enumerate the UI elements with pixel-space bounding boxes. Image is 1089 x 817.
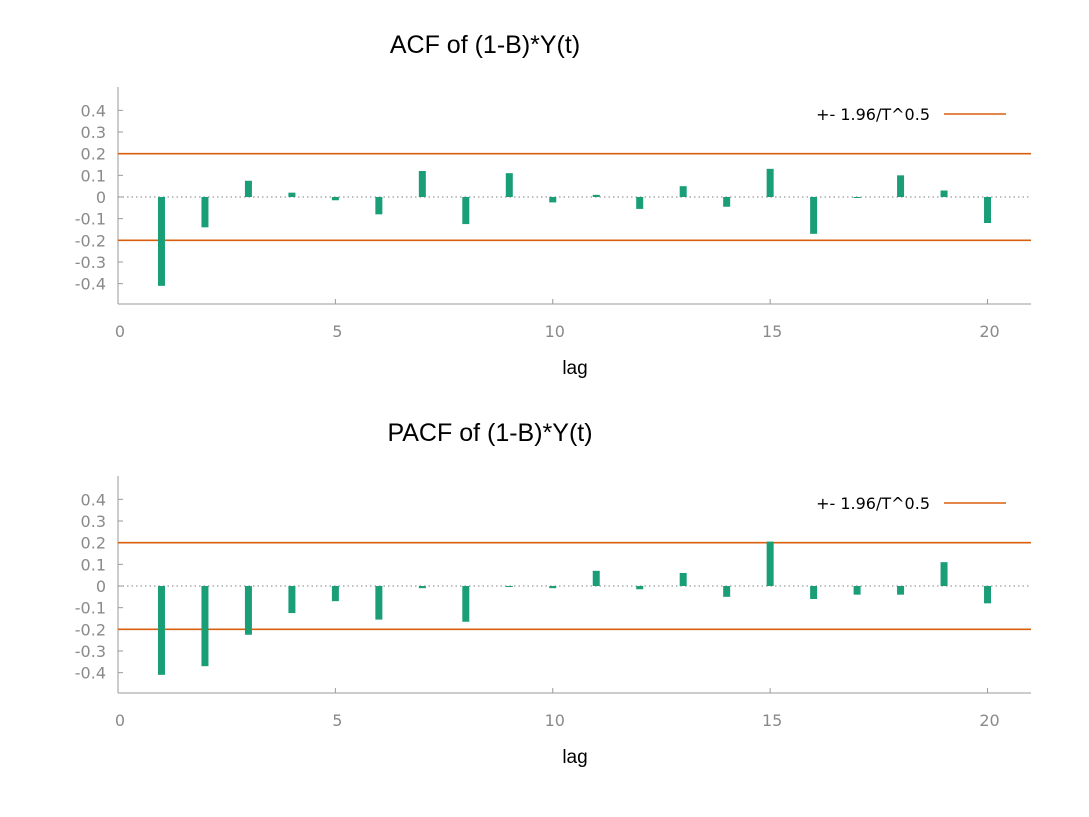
bar-lag-6	[375, 586, 383, 620]
bar-lag-18	[897, 175, 905, 197]
legend-label: +- 1.96/T^0.5	[816, 494, 930, 513]
y-tick-label: 0	[96, 577, 106, 596]
x-axis-label: lag	[562, 747, 587, 768]
y-tick-label: -0.2	[75, 231, 106, 250]
y-tick-label: -0.1	[75, 210, 106, 229]
bar-lag-4	[288, 586, 296, 614]
x-tick-label: 0	[115, 322, 125, 341]
y-tick-label: -0.1	[75, 599, 106, 618]
bar-lag-1	[157, 586, 165, 675]
bar-lag-5	[331, 197, 339, 201]
x-tick-label: 10	[545, 322, 565, 341]
y-tick-label: -0.2	[75, 620, 106, 639]
bar-lag-3	[244, 586, 252, 635]
y-tick-label: 0.4	[81, 490, 106, 509]
x-axis-label: lag	[562, 358, 587, 379]
bar-lag-4	[288, 192, 296, 197]
y-tick-label: -0.3	[75, 642, 106, 661]
bar-lag-20	[984, 586, 992, 604]
bar-lag-14	[723, 197, 731, 207]
y-tick-label: 0.2	[81, 145, 106, 164]
bar-lag-9	[505, 586, 513, 587]
bar-lag-16	[810, 197, 818, 234]
x-tick-label: 20	[979, 322, 999, 341]
bar-lag-3	[244, 180, 252, 197]
bar-lag-14	[723, 586, 731, 597]
bar-lag-15	[766, 541, 774, 586]
bar-lag-17	[853, 586, 861, 595]
bar-lag-12	[636, 197, 644, 209]
legend-label: +- 1.96/T^0.5	[816, 105, 930, 124]
chart-pacf: PACF of (1-B)*Y(t) 0.4 0.3 0.2 0.1 0 -0.1 -0.2 -…	[75, 419, 1031, 768]
y-tick-label: 0.1	[81, 166, 106, 185]
y-tick-label: 0.4	[81, 101, 106, 120]
bar-lag-9	[505, 173, 513, 197]
y-tick-label: 0.1	[81, 555, 106, 574]
bar-lag-15	[766, 168, 774, 197]
x-tick-label: 5	[332, 711, 342, 730]
bar-lag-5	[331, 586, 339, 602]
bar-lag-19	[940, 562, 948, 586]
bar-lag-6	[375, 197, 383, 215]
x-tick-label: 15	[762, 322, 782, 341]
bar-lag-10	[549, 586, 557, 589]
bar-lag-17	[853, 197, 861, 198]
bar-lag-7	[418, 170, 426, 197]
bar-lag-19	[940, 190, 948, 197]
x-tick-label: 20	[979, 711, 999, 730]
bar-lag-18	[897, 586, 905, 595]
chart-title: ACF of (1-B)*Y(t)	[390, 31, 580, 59]
bar-lag-13	[679, 572, 687, 586]
y-tick-label: -0.3	[75, 253, 106, 272]
bar-lag-11	[592, 570, 600, 586]
y-tick-label: 0.3	[81, 512, 106, 531]
bar-lag-16	[810, 586, 818, 600]
bar-lag-1	[157, 197, 165, 286]
bar-lag-8	[462, 197, 470, 225]
bar-lag-10	[549, 197, 557, 203]
x-tick-label: 0	[115, 711, 125, 730]
bar-lag-2	[201, 197, 209, 228]
bar-lag-13	[679, 186, 687, 197]
y-tick-label: 0	[96, 188, 106, 207]
bar-lag-8	[462, 586, 470, 622]
x-tick-label: 5	[332, 322, 342, 341]
y-tick-label: -0.4	[75, 275, 106, 294]
bar-lag-12	[636, 586, 644, 590]
bar-lag-2	[201, 586, 209, 667]
bar-lag-11	[592, 194, 600, 197]
bar-lag-7	[418, 586, 426, 589]
chart-title: PACF of (1-B)*Y(t)	[387, 419, 592, 447]
y-tick-label: -0.4	[75, 664, 106, 683]
chart-acf: ACF of (1-B)*Y(t) 0.4 0.3 0.2 0.1 0 -0.1 -0.2 -0…	[75, 31, 1031, 379]
x-tick-label: 15	[762, 711, 782, 730]
y-tick-label: 0.3	[81, 123, 106, 142]
x-tick-label: 10	[545, 711, 565, 730]
bar-lag-20	[984, 197, 992, 224]
y-tick-label: 0.2	[81, 534, 106, 553]
